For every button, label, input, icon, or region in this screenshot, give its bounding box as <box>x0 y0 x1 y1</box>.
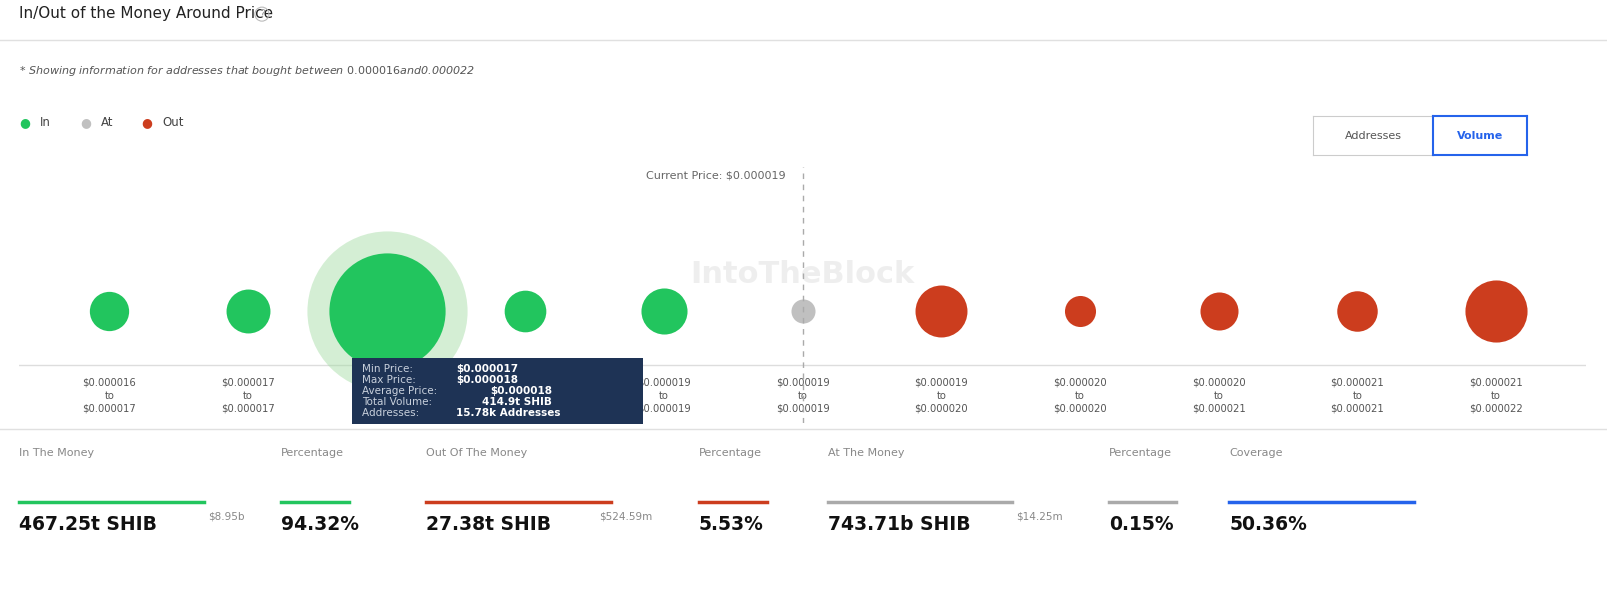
Text: 0.15%: 0.15% <box>1109 515 1173 533</box>
Text: Percentage: Percentage <box>281 448 344 457</box>
Text: $14.25m: $14.25m <box>1017 512 1064 521</box>
Text: 94.32%: 94.32% <box>281 515 360 533</box>
Text: ●: ● <box>80 116 92 128</box>
Text: $0.000019
to
$0.000019: $0.000019 to $0.000019 <box>776 378 829 414</box>
Text: 743.71b SHIB: 743.71b SHIB <box>828 515 971 533</box>
Text: 467.25t SHIB: 467.25t SHIB <box>19 515 157 533</box>
Text: Min Price:: Min Price: <box>362 364 416 373</box>
Text: Percentage: Percentage <box>1109 448 1172 457</box>
Text: Addresses: Addresses <box>1345 130 1401 141</box>
Text: $0.000021
to
$0.000021: $0.000021 to $0.000021 <box>1331 378 1384 414</box>
Text: $0.000016
to
$0.000017: $0.000016 to $0.000017 <box>82 378 137 414</box>
Text: Total Volume:: Total Volume: <box>362 397 435 407</box>
Point <box>96 306 122 316</box>
Text: $0.000019
to
$0.000020: $0.000019 to $0.000020 <box>914 378 969 414</box>
Text: ●: ● <box>141 116 153 128</box>
Text: $0.000018
to
$0.000019: $0.000018 to $0.000019 <box>498 378 553 414</box>
Text: $0.000019
to
$0.000019: $0.000019 to $0.000019 <box>636 378 691 414</box>
Text: Coverage: Coverage <box>1229 448 1282 457</box>
Text: $0.000020
to
$0.000021: $0.000020 to $0.000021 <box>1192 378 1245 414</box>
Text: Out: Out <box>162 116 183 128</box>
Text: 414.9t SHIB: 414.9t SHIB <box>482 397 551 407</box>
Point <box>1067 306 1093 316</box>
Text: $0.000021
to
$0.000022: $0.000021 to $0.000022 <box>1469 378 1523 414</box>
Text: At The Money: At The Money <box>828 448 905 457</box>
Text: $0.000020
to
$0.000020: $0.000020 to $0.000020 <box>1053 378 1107 414</box>
Text: 15.78k Addresses: 15.78k Addresses <box>456 408 561 418</box>
Text: Average Price:: Average Price: <box>362 386 440 396</box>
Text: Out Of The Money: Out Of The Money <box>426 448 527 457</box>
FancyBboxPatch shape <box>352 357 643 424</box>
Text: $0.000017
to
$0.000017: $0.000017 to $0.000017 <box>222 378 275 414</box>
Point <box>1205 306 1231 316</box>
Text: $0.000017
to
$0.000018: $0.000017 to $0.000018 <box>360 378 413 414</box>
Point <box>1345 306 1371 316</box>
Point <box>513 306 538 316</box>
Text: $8.95b: $8.95b <box>209 512 244 521</box>
Text: In: In <box>40 116 51 128</box>
Text: * Showing information for addresses that bought between $0.000016 and $0.000022: * Showing information for addresses that… <box>19 64 476 78</box>
Text: 27.38t SHIB: 27.38t SHIB <box>426 515 551 533</box>
Text: $0.000018: $0.000018 <box>490 386 553 396</box>
Text: In The Money: In The Money <box>19 448 95 457</box>
Text: ?: ? <box>259 9 265 19</box>
Text: $0.000018: $0.000018 <box>456 375 519 385</box>
Text: Addresses:: Addresses: <box>362 408 423 418</box>
Text: 5.53%: 5.53% <box>699 515 763 533</box>
Point <box>374 306 400 316</box>
Point <box>651 306 677 316</box>
Text: ●: ● <box>19 116 31 128</box>
Text: 50.36%: 50.36% <box>1229 515 1306 533</box>
Point <box>235 306 260 316</box>
Text: Volume: Volume <box>1458 130 1503 141</box>
Text: Percentage: Percentage <box>699 448 762 457</box>
Text: In/Out of the Money Around Price: In/Out of the Money Around Price <box>19 6 273 21</box>
Text: $524.59m: $524.59m <box>599 512 652 521</box>
Text: IntoTheBlock: IntoTheBlock <box>691 259 914 289</box>
Text: At: At <box>101 116 114 128</box>
Text: Current Price: $0.000019: Current Price: $0.000019 <box>646 171 786 181</box>
Text: $0.000017: $0.000017 <box>456 364 519 373</box>
Point <box>929 306 955 316</box>
Text: Max Price:: Max Price: <box>362 375 419 385</box>
Point <box>789 306 815 316</box>
Point <box>374 306 400 316</box>
Point <box>1483 306 1509 316</box>
